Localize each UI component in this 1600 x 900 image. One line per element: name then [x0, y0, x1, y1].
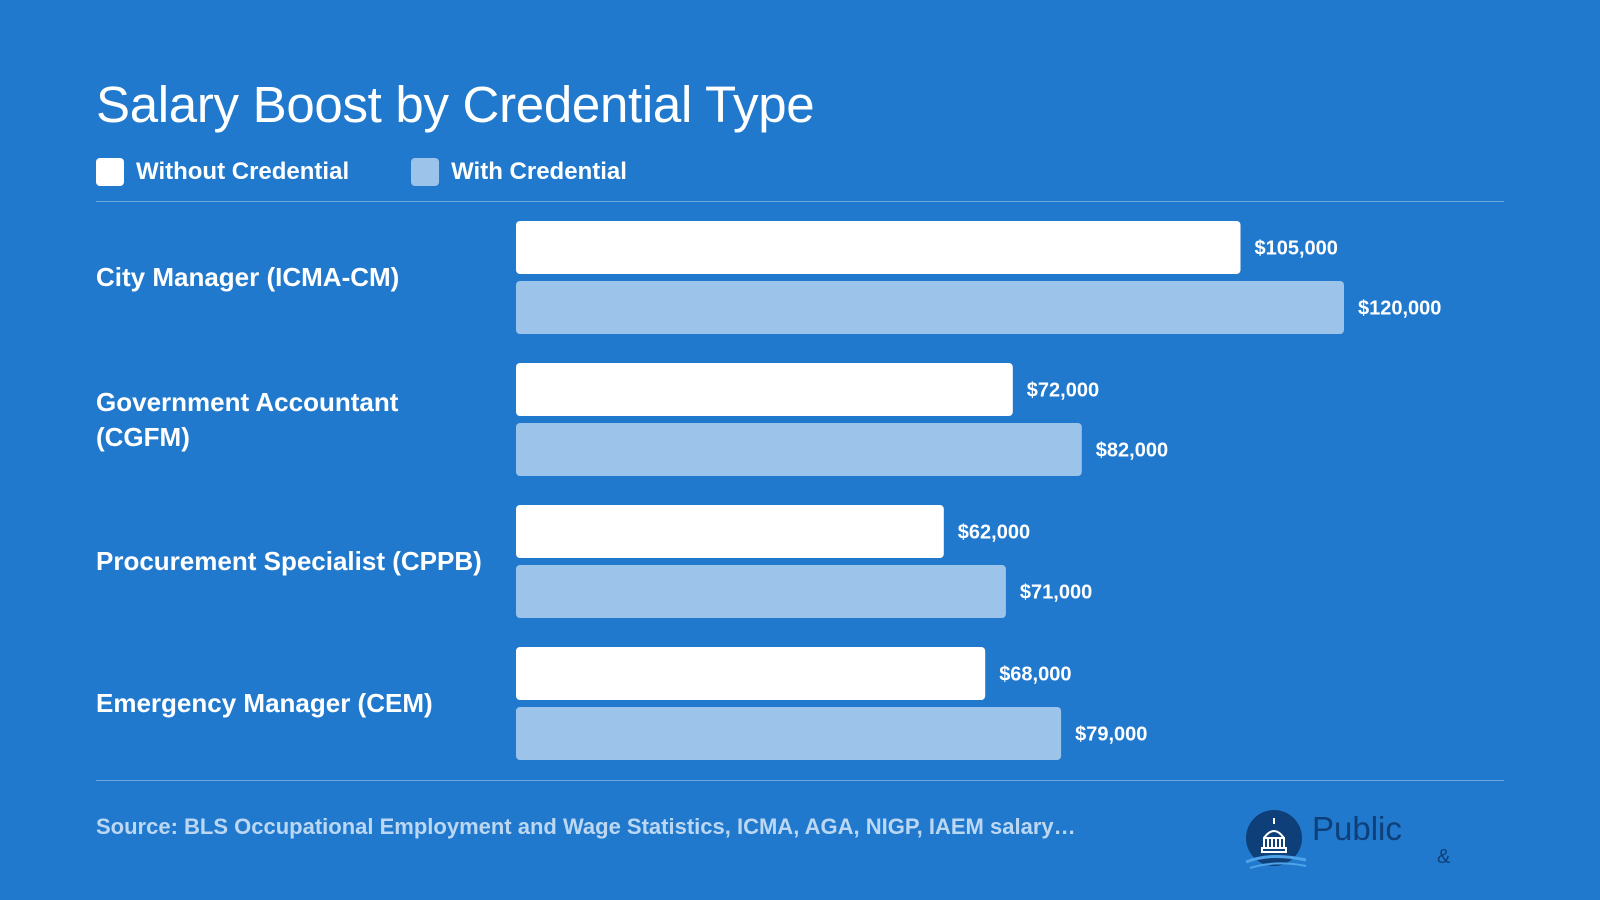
- bar-value-label: $105,000: [1255, 238, 1338, 260]
- top-divider: [96, 201, 1504, 202]
- bar-value-label: $68,000: [999, 664, 1071, 686]
- source-note: Source: BLS Occupational Employment and …: [96, 814, 1076, 839]
- bar-value-label: $71,000: [1020, 582, 1092, 604]
- logo-text: Public: [1312, 810, 1402, 847]
- chart-title: Salary Boost by Credential Type: [96, 76, 815, 133]
- logo: Public &: [1244, 808, 1504, 874]
- legend-label-without: Without Credential: [136, 158, 350, 185]
- legend: Without Credential With Credential: [96, 158, 689, 186]
- bar-value-label: $72,000: [1027, 380, 1099, 402]
- legend-item-with: With Credential: [411, 158, 627, 186]
- legend-label-with: With Credential: [451, 158, 627, 185]
- bar-value-label: $82,000: [1096, 440, 1168, 462]
- bar-without-credential: [516, 505, 944, 558]
- logo-ampersand: &: [1437, 846, 1451, 868]
- legend-item-without: Without Credential: [96, 158, 349, 186]
- bar-without-credential: [516, 221, 1241, 274]
- category-label: Government Accountant (CGFM): [96, 386, 399, 452]
- bar-value-label: $79,000: [1075, 724, 1147, 746]
- bar-with-credential: [516, 281, 1344, 334]
- bottom-divider: [96, 780, 1504, 781]
- bar-without-credential: [516, 647, 986, 700]
- bar-value-label: $62,000: [958, 522, 1030, 544]
- bar-without-credential: [516, 363, 1013, 416]
- bar-with-credential: [516, 423, 1082, 476]
- bar-with-credential: [516, 707, 1062, 760]
- category-label: Procurement Specialist (CPPB): [96, 546, 482, 576]
- capitol-dome-icon: [1245, 810, 1307, 869]
- bar-value-label: $120,000: [1358, 298, 1441, 320]
- bar-with-credential: [516, 565, 1006, 618]
- legend-swatch-with: [411, 158, 440, 186]
- category-label: Emergency Manager (CEM): [96, 688, 433, 718]
- category-label: City Manager (ICMA-CM): [96, 262, 400, 292]
- legend-swatch-without: [96, 158, 124, 186]
